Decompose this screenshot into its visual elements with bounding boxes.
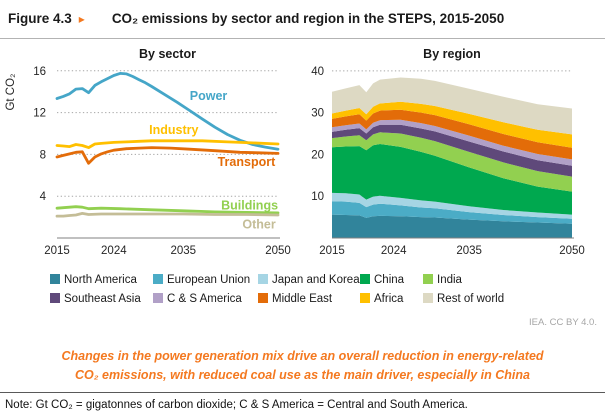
- legend-label: Japan and Korea: [272, 274, 360, 286]
- legend-item-european-union: European Union: [153, 274, 250, 286]
- x-tick-2015: 2015: [319, 245, 345, 257]
- area-india: [332, 132, 572, 192]
- area-southeast-asia: [332, 124, 572, 177]
- figure-label: Figure 4.3: [8, 11, 72, 26]
- x-tick-2015: 2015: [44, 245, 70, 257]
- x-tick-2050: 2050: [559, 245, 585, 257]
- y-tick-12: 12: [33, 108, 46, 120]
- figure-arrow-icon: ▸: [78, 12, 85, 26]
- note-text: Note: Gt CO₂ = gigatonnes of carbon diox…: [5, 399, 468, 411]
- by-sector-line-chart: 4 8 12 16 By sector Gt CO₂ Power Industry Transp…: [5, 47, 291, 257]
- figure-caption: Changes in the power generation mix driv…: [0, 347, 605, 385]
- legend-item-north-america: North America: [50, 274, 137, 286]
- legend-item-africa: Africa: [360, 293, 403, 305]
- legend-item-middle-east: Middle East: [258, 293, 332, 305]
- legend-swatch-north-america: [50, 274, 60, 284]
- legend-label: Rest of world: [437, 293, 505, 305]
- series-label-industry: Industry: [149, 123, 198, 137]
- y-axis-label: Gt CO₂: [5, 73, 17, 110]
- y-tick-8: 8: [40, 149, 46, 161]
- chart-title: By region: [423, 47, 481, 61]
- area-north-america: [332, 214, 572, 238]
- y-tick-40: 40: [311, 66, 324, 78]
- legend-item-india: India: [423, 274, 462, 286]
- legend-swatch-european-union: [153, 274, 163, 284]
- y-tick-10: 10: [311, 191, 324, 203]
- legend-item-china: China: [360, 274, 404, 286]
- series-label-buildings: Buildings: [221, 199, 278, 213]
- y-tick-30: 30: [311, 108, 324, 120]
- title-divider: [0, 38, 605, 39]
- note-divider: [0, 392, 605, 393]
- series-line-industry: [55, 139, 280, 149]
- legend-item-c-s-america: C & S America: [153, 293, 242, 305]
- legend-swatch-china: [360, 274, 370, 284]
- series-label-transport: Transport: [218, 155, 276, 169]
- x-tick-2024: 2024: [381, 245, 407, 257]
- series-line-power: [55, 71, 280, 151]
- figure-title: CO₂ emissions by sector and region in th…: [111, 11, 505, 26]
- y-tick-16: 16: [33, 66, 46, 78]
- area-china: [332, 144, 572, 215]
- x-tick-2035: 2035: [456, 245, 482, 257]
- y-tick-4: 4: [40, 191, 47, 203]
- legend-label: North America: [64, 274, 137, 286]
- area-rest-of-world: [332, 77, 572, 135]
- legend-swatch-middle-east: [258, 293, 268, 303]
- legend-swatch-c-s-america: [153, 293, 163, 303]
- legend-item-rest-of-world: Rest of world: [423, 293, 504, 305]
- legend-item-japan-and-korea: Japan and Korea: [258, 274, 360, 286]
- legend-row-1: North America European Union Japan and K…: [0, 274, 605, 290]
- x-tick-2035: 2035: [170, 245, 196, 257]
- x-tick-2050: 2050: [265, 245, 291, 257]
- figure-title-bar: Figure 4.3 ▸ CO₂ emissions by sector and r…: [8, 10, 504, 28]
- legend-row-2: Southeast Asia C & S America Middle East…: [0, 293, 605, 309]
- series-line-buildings: [55, 205, 280, 215]
- legend-label: Southeast Asia: [64, 293, 141, 305]
- area-japan-and-korea: [332, 192, 572, 219]
- x-tick-2024: 2024: [101, 245, 127, 257]
- legend-swatch-africa: [360, 293, 370, 303]
- caption-line-2: CO₂ emissions, with reduced coal use as …: [75, 368, 530, 382]
- legend-swatch-japan-and-korea: [258, 274, 268, 284]
- y-tick-20: 20: [311, 149, 324, 161]
- series-line-other: [55, 211, 280, 218]
- legend-item-southeast-asia: Southeast Asia: [50, 293, 141, 305]
- series-label-power: Power: [190, 89, 228, 103]
- chart-title: By sector: [139, 47, 196, 61]
- caption-line-1: Changes in the power generation mix driv…: [61, 349, 544, 363]
- series-label-other: Other: [242, 217, 275, 231]
- attribution: IEA. CC BY 4.0.: [529, 317, 597, 328]
- legend-label: India: [437, 274, 462, 286]
- legend-label: China: [374, 274, 405, 286]
- area-africa: [332, 101, 572, 148]
- legend-swatch-india: [423, 274, 433, 284]
- area-middle-east: [332, 109, 572, 160]
- legend-label: European Union: [167, 274, 251, 286]
- legend-label: Africa: [374, 293, 404, 305]
- by-region-stacked-area-chart: 10 20 30 40 By region 2015 2024 2035 2050: [311, 47, 585, 257]
- area-european-union: [332, 201, 572, 224]
- legend-label: C & S America: [167, 293, 242, 305]
- area-c-s-america: [332, 119, 572, 166]
- legend-swatch-southeast-asia: [50, 293, 60, 303]
- legend-label: Middle East: [272, 293, 333, 305]
- series-line-transport: [55, 146, 280, 165]
- legend-swatch-rest-of-world: [423, 293, 433, 303]
